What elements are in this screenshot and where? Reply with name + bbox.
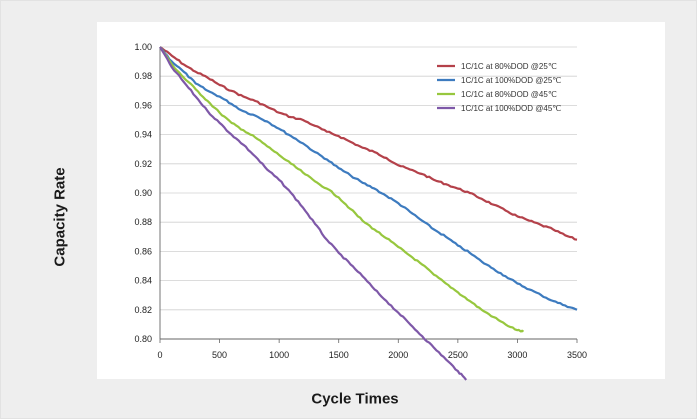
x-tick-label: 2500	[448, 350, 468, 360]
series-line-0	[159, 46, 578, 241]
x-tick-label: 0	[157, 350, 162, 360]
x-tick-label: 2000	[388, 350, 408, 360]
y-tick-label: 0.88	[134, 217, 152, 227]
y-tick-label: 0.86	[134, 246, 152, 256]
plot-panel	[97, 22, 665, 379]
legend-entry-1: 1C/1C at 100%DOD @25℃	[461, 76, 561, 85]
x-tick-label: 3500	[567, 350, 587, 360]
legend-entry-0: 1C/1C at 80%DOD @25℃	[461, 62, 557, 71]
x-tick-label: 3000	[507, 350, 527, 360]
y-tick-label: 0.80	[134, 334, 152, 344]
y-tick-label: 0.98	[134, 71, 152, 81]
series-layer	[159, 46, 578, 381]
legend: 1C/1C at 80%DOD @25℃ 1C/1C at 100%DOD @25…	[437, 62, 561, 113]
y-tick-label: 0.90	[134, 188, 152, 198]
y-tick-label: 1.00	[134, 42, 152, 52]
y-tick-label: 0.94	[134, 130, 152, 140]
series-line-1	[159, 46, 578, 311]
y-tick-label: 0.96	[134, 100, 152, 110]
legend-entry-3: 1C/1C at 100%DOD @45℃	[461, 104, 561, 113]
series-line-3	[159, 46, 468, 381]
x-axis-label: Cycle Times	[311, 390, 399, 408]
y-tick-label: 0.82	[134, 305, 152, 315]
x-tick-label: 1500	[329, 350, 349, 360]
y-tick-label: 0.92	[134, 159, 152, 169]
y-tick-label: 0.84	[134, 276, 152, 286]
x-tick-label: 500	[212, 350, 227, 360]
x-tick-label: 1000	[269, 350, 289, 360]
series-line-2	[159, 46, 525, 333]
legend-entry-2: 1C/1C at 80%DOD @45℃	[461, 90, 557, 99]
axes-layer: 0.80 0.82 0.84 0.86 0.88 0.90 0.92 0.94 0.96 0.98…	[134, 42, 587, 360]
